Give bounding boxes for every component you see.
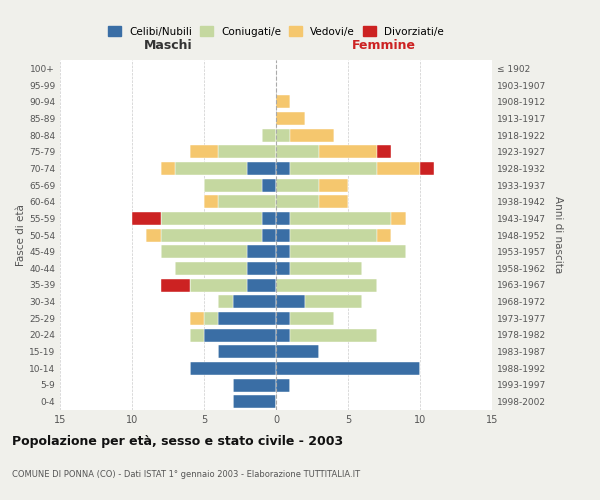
Bar	[276, 212, 290, 225]
Bar	[161, 245, 247, 258]
Bar	[290, 262, 362, 275]
Bar	[132, 212, 161, 225]
Bar	[319, 195, 348, 208]
Bar	[190, 312, 204, 325]
Bar	[276, 128, 290, 141]
Bar	[218, 145, 276, 158]
Bar	[161, 212, 262, 225]
Bar	[290, 312, 334, 325]
Bar	[290, 328, 377, 342]
Bar	[204, 312, 218, 325]
Bar	[218, 345, 276, 358]
Bar	[377, 145, 391, 158]
Bar	[218, 312, 276, 325]
Bar	[233, 395, 276, 408]
Bar	[247, 262, 276, 275]
Bar	[290, 245, 406, 258]
Bar	[204, 328, 276, 342]
Legend: Celibi/Nubili, Coniugati/e, Vedovi/e, Divorziati/e: Celibi/Nubili, Coniugati/e, Vedovi/e, Di…	[105, 23, 447, 40]
Bar	[276, 378, 290, 392]
Bar	[276, 245, 290, 258]
Text: Maschi: Maschi	[143, 38, 193, 52]
Bar	[276, 195, 319, 208]
Bar	[276, 228, 290, 241]
Bar	[377, 228, 391, 241]
Bar	[420, 162, 434, 175]
Bar	[276, 145, 319, 158]
Bar	[319, 178, 348, 192]
Bar	[247, 162, 276, 175]
Y-axis label: Anni di nascita: Anni di nascita	[553, 196, 563, 274]
Bar	[161, 228, 262, 241]
Bar	[190, 278, 247, 291]
Bar	[262, 128, 276, 141]
Bar	[190, 328, 204, 342]
Bar	[262, 178, 276, 192]
Bar	[276, 362, 420, 375]
Bar	[276, 95, 290, 108]
Bar	[305, 295, 362, 308]
Bar	[247, 245, 276, 258]
Bar	[175, 162, 247, 175]
Bar	[276, 162, 290, 175]
Bar	[233, 295, 276, 308]
Bar	[204, 195, 218, 208]
Bar	[247, 278, 276, 291]
Bar	[262, 212, 276, 225]
Bar	[276, 112, 305, 125]
Bar	[276, 312, 290, 325]
Bar	[276, 178, 319, 192]
Y-axis label: Fasce di età: Fasce di età	[16, 204, 26, 266]
Bar	[290, 128, 334, 141]
Bar	[391, 212, 406, 225]
Bar	[276, 345, 319, 358]
Bar	[175, 262, 247, 275]
Text: Popolazione per età, sesso e stato civile - 2003: Popolazione per età, sesso e stato civil…	[12, 435, 343, 448]
Bar	[204, 178, 262, 192]
Bar	[276, 328, 290, 342]
Bar	[190, 145, 218, 158]
Bar	[233, 378, 276, 392]
Bar	[377, 162, 420, 175]
Bar	[161, 162, 175, 175]
Text: COMUNE DI PONNA (CO) - Dati ISTAT 1° gennaio 2003 - Elaborazione TUTTITALIA.IT: COMUNE DI PONNA (CO) - Dati ISTAT 1° gen…	[12, 470, 360, 479]
Text: Femmine: Femmine	[352, 38, 416, 52]
Bar	[218, 195, 276, 208]
Bar	[146, 228, 161, 241]
Bar	[218, 295, 233, 308]
Bar	[290, 228, 377, 241]
Bar	[276, 295, 305, 308]
Bar	[319, 145, 377, 158]
Bar	[276, 278, 377, 291]
Bar	[276, 262, 290, 275]
Bar	[161, 278, 190, 291]
Bar	[190, 362, 276, 375]
Bar	[262, 228, 276, 241]
Bar	[290, 162, 377, 175]
Bar	[290, 212, 391, 225]
